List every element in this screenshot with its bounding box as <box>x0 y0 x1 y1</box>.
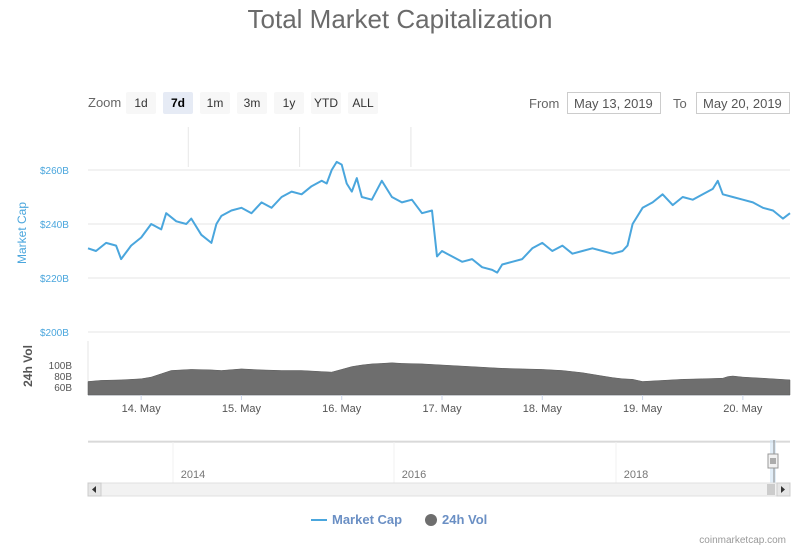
market-cap-axis-title: Market Cap <box>15 202 29 264</box>
from-label: From <box>529 96 560 111</box>
to-date-input[interactable]: May 20, 2019 <box>696 92 790 114</box>
from-date-input[interactable]: May 13, 2019 <box>567 92 661 114</box>
scrollbar-track[interactable] <box>87 482 791 497</box>
zoom-3m-button[interactable]: 3m <box>237 92 267 114</box>
navigator-tick-label: 2014 <box>181 469 205 481</box>
vol-tick-label: 80B <box>54 372 72 383</box>
y-tick-label: $240B <box>40 220 69 231</box>
chart-title: Total Market Capitalization <box>247 4 553 34</box>
x-tick-label: 17. May <box>422 403 462 415</box>
arrow-left-icon <box>92 486 96 493</box>
volume-area <box>87 362 791 396</box>
x-tick-label: 18. May <box>523 403 563 415</box>
arrow-right-icon <box>781 486 785 493</box>
scrollbar-thumb[interactable] <box>767 484 775 495</box>
zoom-ytd-button[interactable]: YTD <box>311 92 341 114</box>
x-tick-label: 20. May <box>723 403 763 415</box>
vol-tick-label: 60B <box>54 383 72 394</box>
to-label: To <box>673 96 687 111</box>
x-tick-label: 15. May <box>222 403 262 415</box>
x-tick-label: 14. May <box>122 403 162 415</box>
zoom-7d-button[interactable]: 7d <box>163 92 193 114</box>
volume-series <box>87 362 791 396</box>
zoom-1m-button[interactable]: 1m <box>200 92 230 114</box>
navigator-x-labels: 2014 2016 2018 <box>172 442 648 484</box>
y-tick-label: $260B <box>40 166 69 177</box>
market-cap-line <box>87 160 791 274</box>
x-tick-label: 19. May <box>623 403 663 415</box>
zoom-1d-button[interactable]: 1d <box>126 92 156 114</box>
grid <box>87 127 790 396</box>
x-axis-labels: 14. May 15. May 16. May 17. May 18. May 19. M… <box>122 395 763 415</box>
zoom-label: Zoom <box>88 95 122 110</box>
legend-market-cap[interactable]: Market Cap <box>332 512 403 527</box>
x-tick-label: 16. May <box>322 403 362 415</box>
y-tick-label: $200B <box>40 328 69 339</box>
navigator-tick-label: 2016 <box>402 469 426 481</box>
zoom-all-button[interactable]: ALL <box>348 92 378 114</box>
zoom-1y-button[interactable]: 1y <box>274 92 304 114</box>
credits-link[interactable]: coinmarketcap.com <box>699 535 786 546</box>
vol-axis-title: 24h Vol <box>21 345 35 387</box>
navigator-tick-label: 2018 <box>624 469 648 481</box>
legend-24h-vol[interactable]: 24h Vol <box>442 512 488 527</box>
vol-tick-label: 100B <box>49 361 73 372</box>
y-tick-label: $220B <box>40 274 69 285</box>
market-cap-series <box>87 160 791 274</box>
